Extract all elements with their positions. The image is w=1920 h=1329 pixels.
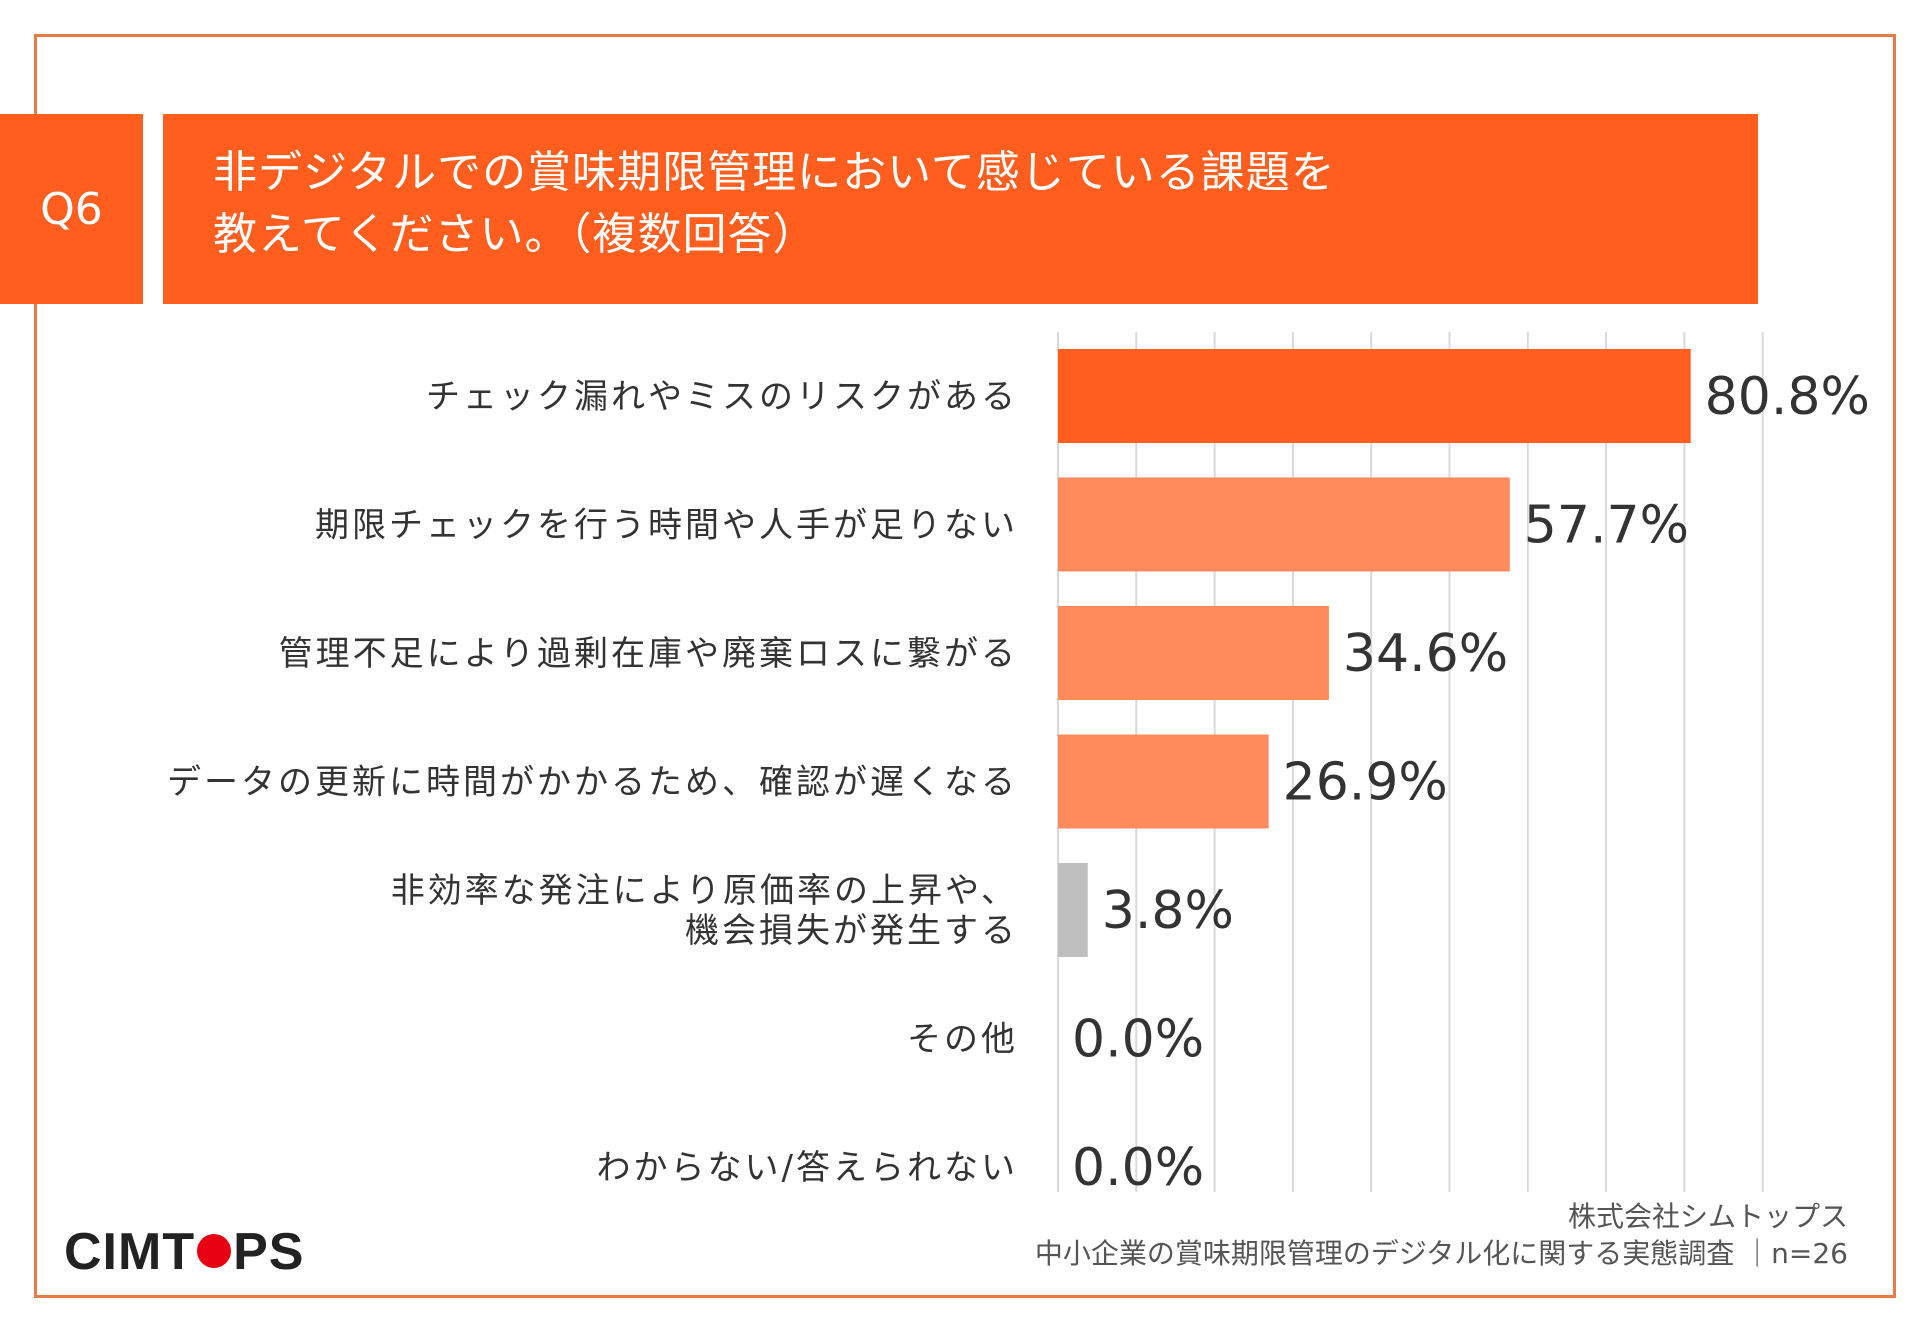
company-logo: CIMT PS (64, 1222, 304, 1282)
bar-1 (1058, 477, 1510, 572)
category-label-1-0: 期限チェックを行う時間や人手が足りない (315, 506, 1018, 546)
value-label-2: 34.6% (1343, 624, 1508, 684)
category-label-4-0: 非効率な発注により原価率の上昇や、 (391, 871, 1018, 911)
bar-3 (1058, 734, 1269, 829)
value-label-6: 0.0% (1072, 1138, 1204, 1198)
value-label-3: 26.9% (1283, 753, 1448, 813)
category-label-5-0: その他 (907, 1020, 1018, 1060)
bar-0 (1058, 349, 1691, 443)
logo-text-right: PS (233, 1223, 305, 1281)
value-label-4: 3.8% (1102, 881, 1234, 941)
question-title-box: 非デジタルでの賞味期限管理において感じている課題を 教えてください。（複数回答） (163, 114, 1758, 304)
logo-text-left: CIMT (64, 1223, 196, 1281)
question-title-line-2: 教えてください。（複数回答） (213, 209, 818, 260)
category-label-6-0: わからない/答えられない (597, 1148, 1018, 1188)
category-label-2-0: 管理不足により過剰在庫や廃棄ロスに繋がる (279, 634, 1018, 674)
bar-4 (1058, 863, 1088, 957)
value-label-1: 57.7% (1524, 496, 1689, 556)
source-survey: 中小企業の賞味期限管理のデジタル化に関する実態調査 ｜n=26 (1034, 1237, 1848, 1270)
bar-2 (1058, 606, 1329, 700)
question-title-line-1: 非デジタルでの賞味期限管理において感じている課題を (213, 147, 1336, 198)
source-company: 株式会社シムトップス (1567, 1200, 1848, 1233)
question-number-badge: Q6 (0, 114, 143, 304)
bars: 80.8% チェック漏れやミスのリスクがある 57.7% 期限チェックを行う時間や人手… (167, 349, 1870, 1198)
logo-dot-icon (197, 1234, 232, 1269)
value-label-0: 80.8% (1705, 367, 1870, 427)
chart-frame (34, 34, 1896, 1298)
category-label-3-0: データの更新に時間がかかるため、確認が遅くなる (167, 763, 1018, 803)
category-label-0-0: チェック漏れやミスのリスクがある (426, 377, 1018, 417)
question-number: Q6 (40, 183, 103, 235)
value-label-5: 0.0% (1072, 1010, 1204, 1070)
grid-lines (1057, 332, 1764, 1192)
category-label-4-1: 機会損失が発生する (685, 911, 1018, 951)
